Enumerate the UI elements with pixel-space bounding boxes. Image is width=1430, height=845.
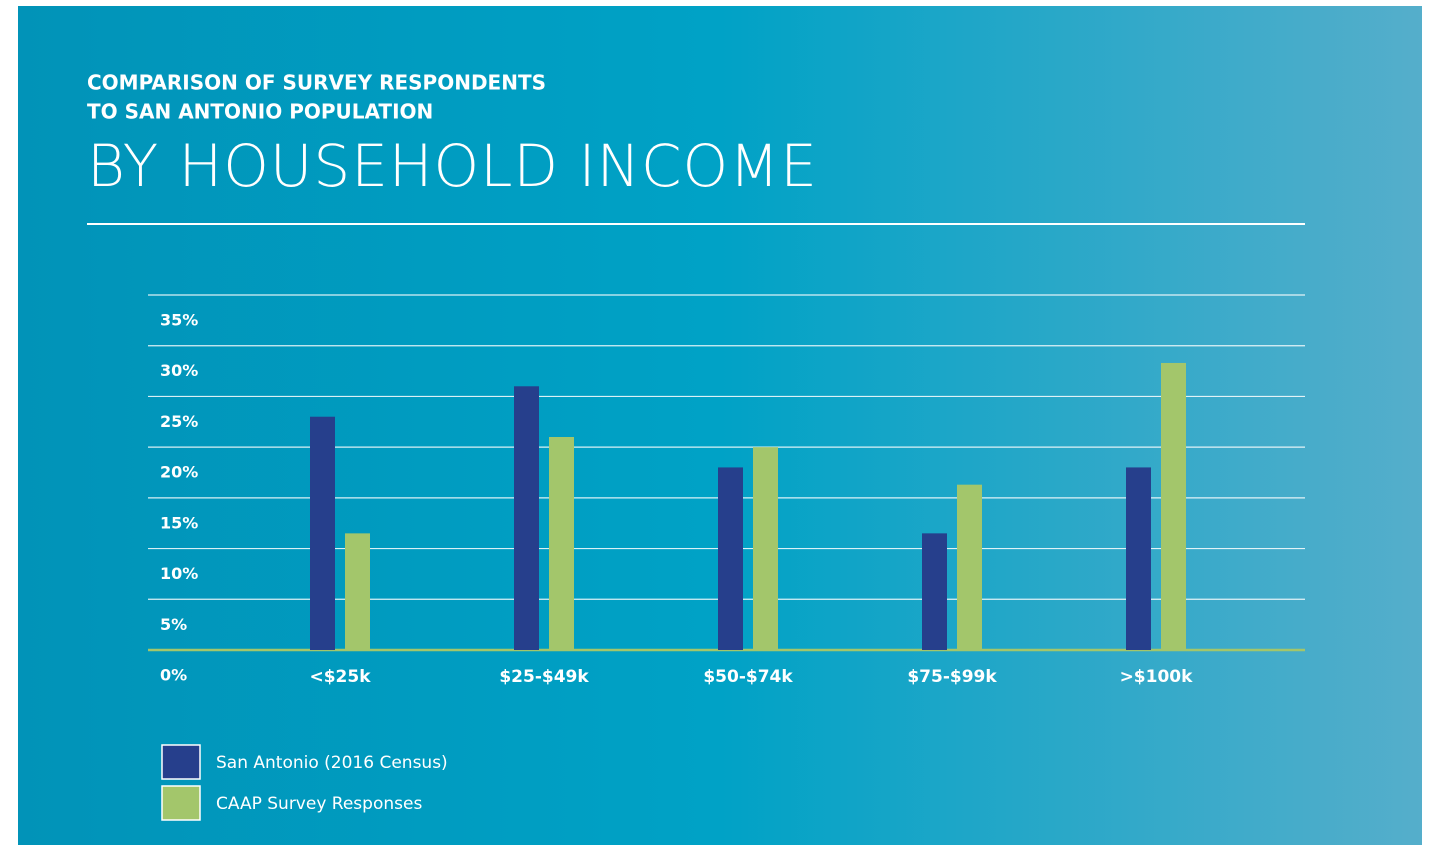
bar — [922, 533, 947, 650]
y-tick-label: 20% — [160, 463, 198, 482]
bar — [1161, 362, 1186, 650]
y-tick-label: 25% — [160, 412, 198, 431]
legend-swatch — [161, 744, 201, 780]
y-tick-label: 35% — [160, 311, 198, 330]
legend-label: San Antonio (2016 Census) — [216, 753, 448, 773]
x-tick-label: >$100k — [1120, 667, 1194, 687]
bar — [718, 467, 743, 650]
y-tick-label: 10% — [160, 564, 198, 583]
x-tick-label: <$25k — [309, 667, 371, 687]
plot: 0% 5% 10% 15% 20% 25% 30% 35% <$25k $25-$49k $50-$… — [148, 294, 1305, 821]
x-tick-label: $50-$74k — [703, 667, 793, 687]
bar — [753, 447, 778, 650]
y-tick-label: 0% — [160, 666, 187, 685]
subtitle: BY HOUSEHOLD INCOME — [87, 132, 818, 200]
bar — [310, 416, 335, 650]
x-tick-label: $25-$49k — [499, 667, 589, 687]
y-tick-label: 30% — [160, 361, 198, 380]
title-line: COMPARISON OF SURVEY RESPONDENTS — [87, 71, 546, 95]
y-tick-label: 15% — [160, 513, 198, 532]
legend-swatch — [161, 785, 201, 821]
legend-label: CAAP Survey Responses — [216, 794, 422, 814]
bar — [345, 533, 370, 650]
bar — [514, 386, 539, 650]
x-tick-label: $75-$99k — [907, 667, 997, 687]
bar — [549, 437, 574, 650]
background — [18, 6, 1422, 845]
title-line: TO SAN ANTONIO POPULATION — [87, 100, 433, 124]
y-tick-label: 5% — [160, 615, 187, 634]
bar — [957, 484, 982, 650]
bar — [1126, 467, 1151, 650]
